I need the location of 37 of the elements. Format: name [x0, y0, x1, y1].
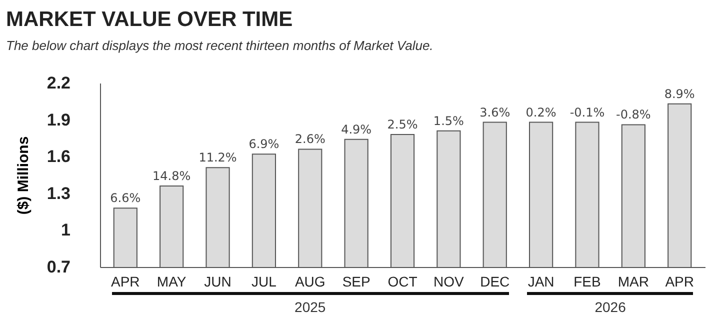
x-tick-label: AUG — [294, 274, 326, 290]
chart-title: MARKET VALUE OVER TIME — [6, 8, 293, 32]
x-tick-label: JUL — [251, 274, 277, 290]
x-tick-label: JUN — [204, 274, 232, 290]
x-tick-label: NOV — [434, 274, 465, 290]
annotation: 6.9% — [248, 137, 280, 152]
text: 2026 — [527, 292, 694, 315]
x-tick-label: SEP — [342, 274, 370, 290]
annotation: -0.8% — [616, 108, 651, 122]
annotation: 6.6% — [110, 191, 141, 206]
annotation: 4.9% — [341, 122, 372, 136]
annotation: 8.9% — [664, 86, 695, 101]
annotation: 11.2% — [198, 150, 237, 165]
y-tick-label: 1.6 — [46, 147, 70, 166]
annotation: 14.8% — [152, 169, 191, 184]
y-axis-title: ($) Millions — [14, 136, 32, 215]
x-tick-label: APR — [665, 274, 694, 290]
annotation: -0.1% — [570, 105, 605, 120]
chart-subtitle: The below chart displays the most recent thirteen months of Market Value. — [6, 38, 434, 53]
x-tick-label: APR — [111, 274, 140, 290]
x-tick-label: OCT — [388, 274, 418, 290]
x-tick-label: MAR — [618, 274, 649, 290]
annotation: 0.2% — [526, 105, 556, 120]
text: 2025 — [112, 292, 509, 315]
y-tick-label: 2.2 — [46, 74, 70, 92]
y-tick-label: 1 — [61, 220, 70, 240]
annotation: 3.6% — [480, 105, 510, 120]
y-tick-label: 0.7 — [46, 258, 70, 276]
y-tick-label: 1.9 — [46, 110, 70, 130]
x-tick-label: FEB — [574, 274, 601, 290]
y-tick-label: 1.3 — [46, 184, 70, 203]
annotation: 1.5% — [433, 114, 464, 128]
x-tick-label: JAN — [528, 274, 554, 290]
annotation: 2.5% — [387, 118, 418, 132]
x-tick-label: MAY — [156, 274, 187, 290]
annotation: 2.6% — [294, 132, 326, 146]
x-tick-label: DEC — [480, 274, 510, 290]
